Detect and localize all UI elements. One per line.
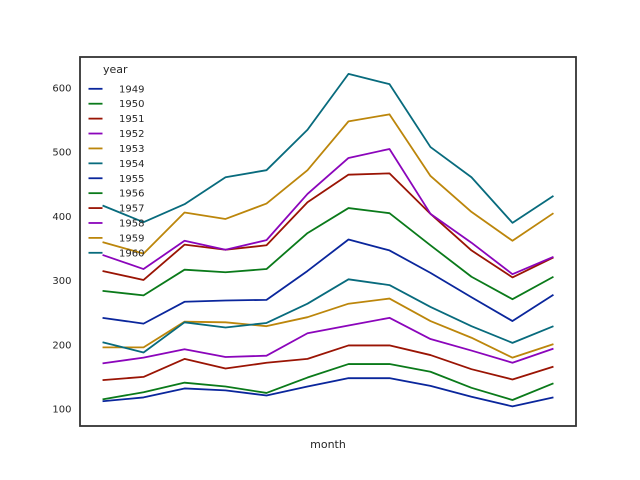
plot-area bbox=[80, 57, 576, 426]
chart-line-1949 bbox=[102, 377, 554, 408]
chart-line-1960 bbox=[102, 72, 554, 224]
y-tick-label-400: 400 bbox=[52, 212, 71, 223]
axes-frame bbox=[79, 56, 577, 427]
legend: year 1949 1950 1951 1952 1953 1954 1955 1956 195… bbox=[88, 63, 144, 259]
y-tick-label-500: 500 bbox=[52, 148, 71, 159]
chart-line-1956 bbox=[102, 207, 554, 301]
legend-label-1958: 1958 bbox=[119, 218, 144, 229]
legend-label-1955: 1955 bbox=[119, 174, 144, 185]
legend-label-1952: 1952 bbox=[119, 129, 144, 140]
legend-label-1954: 1954 bbox=[119, 159, 144, 170]
legend-label-1956: 1956 bbox=[119, 189, 144, 200]
series-lines bbox=[102, 72, 554, 408]
chart-line-1951 bbox=[102, 344, 554, 381]
chart-line-1952 bbox=[102, 316, 554, 365]
chart-line-1950 bbox=[102, 363, 554, 401]
y-tick-label-300: 300 bbox=[52, 276, 71, 287]
legend-label-1957: 1957 bbox=[119, 204, 144, 215]
chart-line-1954 bbox=[102, 278, 554, 354]
y-tick-label-600: 600 bbox=[52, 84, 71, 95]
legend-label-1949: 1949 bbox=[119, 84, 144, 95]
chart-line-1955 bbox=[102, 238, 554, 325]
chart-line-1953 bbox=[102, 297, 554, 359]
chart-line-1959 bbox=[102, 113, 554, 255]
legend-label-1950: 1950 bbox=[119, 99, 144, 110]
legend-label-1953: 1953 bbox=[119, 144, 144, 155]
legend-label-1951: 1951 bbox=[119, 114, 144, 125]
legend-label-1959: 1959 bbox=[119, 233, 144, 244]
x-axis-label: month bbox=[310, 438, 346, 451]
legend-title: year bbox=[103, 63, 128, 76]
y-axis-tick-labels: 100 200 300 400 500 600 bbox=[52, 84, 71, 416]
chart-line-1958 bbox=[102, 148, 554, 276]
chart-line-1957 bbox=[102, 172, 554, 281]
legend-label-1960: 1960 bbox=[119, 248, 144, 259]
y-tick-label-100: 100 bbox=[52, 404, 71, 415]
y-tick-label-200: 200 bbox=[52, 340, 71, 351]
